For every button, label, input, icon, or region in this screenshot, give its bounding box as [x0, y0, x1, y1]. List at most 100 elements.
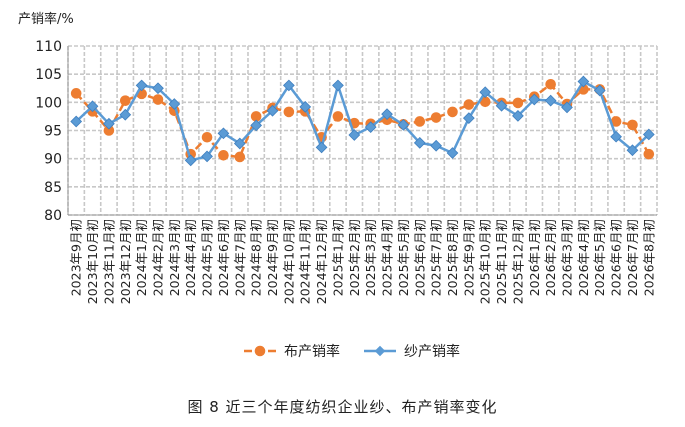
data-point: [234, 151, 246, 163]
x-tick-label: 2026年3月初: [560, 219, 575, 296]
x-tick-label: 2025年8月初: [445, 219, 460, 296]
data-point: [250, 119, 263, 132]
data-point: [561, 101, 573, 114]
x-tick-label: 2024年3月初: [167, 219, 182, 296]
data-point: [512, 97, 524, 109]
data-point: [430, 112, 442, 123]
series-2: [70, 75, 655, 167]
x-tick-label: 2023年9月初: [69, 219, 84, 296]
legend-marker: [374, 345, 386, 357]
x-tick-label: 2025年7月初: [429, 219, 444, 296]
x-tick-label: 2024年1月初: [134, 219, 149, 296]
data-point: [545, 79, 556, 90]
data-point: [627, 119, 638, 131]
data-point: [626, 144, 639, 157]
data-point: [103, 117, 115, 130]
x-tick-label: 2025年12月初: [510, 219, 525, 304]
data-point: [642, 128, 655, 141]
data-point: [184, 154, 197, 167]
x-tick-label: 2025年10月初: [478, 219, 493, 304]
data-point: [462, 112, 475, 124]
data-point: [446, 147, 459, 159]
data-point: [413, 137, 426, 149]
x-tick-label: 2024年11月初: [298, 219, 313, 304]
data-point: [593, 84, 606, 97]
x-tick-label: 2026年6月初: [609, 219, 624, 296]
y-axis-unit-label: 产销率/%: [18, 12, 74, 27]
data-point: [283, 106, 295, 118]
data-point: [103, 125, 115, 136]
x-tick-label: 2023年11月初: [101, 219, 116, 304]
data-point: [479, 96, 491, 108]
data-point: [495, 99, 508, 112]
x-tick-label: 2024年12月初: [314, 219, 329, 304]
x-tick-label: 2026年4月初: [576, 219, 591, 296]
data-point: [364, 121, 377, 133]
x-tick-label: 2025年3月初: [363, 219, 378, 296]
y-tick-label: 85: [44, 180, 62, 196]
legend: 布产销率 纱产销率: [244, 343, 460, 360]
figure-caption: 图 8 近三个年度纺织企业纱、布产销率变化: [187, 398, 498, 416]
data-point: [168, 98, 181, 110]
data-point: [544, 94, 557, 107]
x-tick-label: 2025年9月初: [461, 219, 476, 296]
x-tick-label: 2026年1月初: [527, 219, 542, 296]
data-point: [332, 111, 344, 122]
x-tick-label: 2024年6月初: [216, 219, 231, 296]
y-tick-label: 90: [44, 152, 62, 168]
data-point: [397, 119, 410, 131]
data-point: [135, 79, 148, 92]
x-tick-label: 2023年10月初: [85, 219, 100, 304]
legend-label: 纱产销率: [404, 343, 460, 360]
x-tick-label: 2026年7月初: [625, 219, 640, 296]
data-point: [577, 75, 590, 88]
y-tick-label: 95: [44, 124, 62, 140]
data-point: [283, 79, 295, 92]
data-point: [610, 116, 622, 127]
data-point: [381, 108, 393, 121]
x-tick-label: 2026年2月初: [543, 219, 558, 296]
data-point: [201, 131, 213, 143]
data-point: [447, 106, 458, 118]
data-point: [217, 127, 230, 140]
data-point: [152, 82, 164, 95]
data-point: [119, 108, 132, 121]
data-point: [528, 93, 541, 106]
x-tick-label: 2024年10月初: [281, 219, 296, 304]
data-point: [86, 100, 99, 113]
legend-marker: [254, 345, 266, 357]
data-point: [152, 94, 164, 105]
data-point: [479, 86, 492, 99]
data-point: [512, 109, 524, 122]
x-tick-label: 2026年8月初: [641, 219, 656, 296]
x-tick-label: 2025年1月初: [330, 219, 345, 296]
data-point: [266, 104, 279, 117]
data-point: [70, 115, 83, 128]
y-tick-label: 105: [35, 67, 62, 83]
data-point: [119, 95, 131, 106]
data-point: [233, 137, 246, 150]
data-point: [463, 99, 475, 110]
x-tick-label: 2023年12月初: [118, 219, 133, 304]
x-tick-label: 2025年11月初: [494, 219, 509, 304]
data-point: [299, 100, 312, 113]
y-tick-label: 80: [44, 208, 62, 224]
x-tick-label: 2024年9月初: [265, 219, 280, 296]
x-tick-label: 2025年6月初: [412, 219, 427, 296]
x-tick-label: 2026年5月初: [592, 219, 607, 296]
data-point: [414, 116, 426, 127]
x-tick-label: 2024年2月初: [150, 219, 165, 296]
x-tick-label: 2025年2月初: [347, 219, 362, 296]
data-point: [315, 141, 328, 154]
legend-label: 布产销率: [284, 343, 340, 360]
x-tick-label: 2024年5月初: [200, 219, 215, 296]
data-point: [430, 139, 442, 152]
data-point: [610, 130, 622, 143]
x-tick-label: 2024年8月初: [249, 219, 264, 296]
data-point: [348, 129, 361, 141]
data-point: [332, 79, 344, 92]
y-tick-label: 100: [35, 95, 62, 111]
x-tick-label: 2024年4月初: [183, 219, 198, 296]
y-tick-label: 110: [35, 39, 62, 55]
